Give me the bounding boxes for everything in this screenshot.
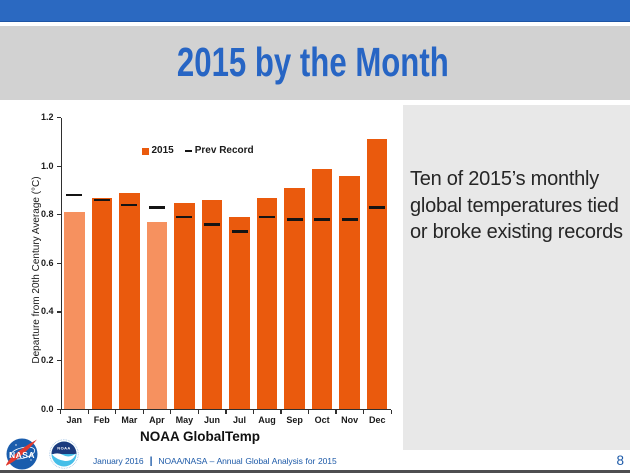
y-tick-label: 0.6 bbox=[40, 257, 54, 268]
bar-may bbox=[174, 202, 195, 409]
legend-2015-swatch bbox=[142, 147, 149, 155]
key-message-panel: Ten of 2015’s monthly global temperature… bbox=[403, 105, 630, 450]
bar-oct bbox=[311, 168, 333, 409]
svg-text:NOAA: NOAA bbox=[57, 446, 70, 451]
footer-report-title: NOAA/NASA – Annual Global Analysis for 2… bbox=[158, 456, 337, 466]
bar-jun bbox=[201, 200, 223, 409]
y-axis-line bbox=[60, 117, 62, 411]
noaa-logo: NOAA bbox=[49, 439, 79, 469]
prev-record-dash-may bbox=[176, 215, 193, 219]
x-axis-line bbox=[60, 409, 391, 411]
prev-record-dash-mar bbox=[121, 203, 138, 207]
x-tick bbox=[115, 410, 117, 415]
y-tick bbox=[56, 359, 61, 362]
x-tick bbox=[390, 410, 392, 415]
bar-apr bbox=[146, 221, 168, 409]
y-tick-label: 0.0 bbox=[40, 403, 54, 414]
title-band: 2015 by the Month bbox=[0, 26, 630, 100]
y-tick-label: 0.2 bbox=[40, 354, 54, 365]
x-tick-label-aug: Aug bbox=[258, 415, 276, 425]
bar-jan bbox=[64, 212, 85, 409]
nasa-logo: NASA bbox=[6, 438, 38, 470]
temperature-bar-chart: 0.0 0.2 0.4 0.6 0.8 1.0 1.2 Jan Feb Mar Apr May Jun J… bbox=[0, 100, 400, 450]
y-tick bbox=[56, 214, 61, 216]
bar-mar bbox=[119, 192, 140, 409]
header-accent-bar bbox=[0, 0, 630, 22]
x-tick-label-jul: Jul bbox=[233, 415, 247, 425]
key-message-text: Ten of 2015’s monthly global temperature… bbox=[410, 168, 623, 243]
prev-record-dash-feb bbox=[93, 198, 110, 202]
svg-text:NASA: NASA bbox=[9, 450, 35, 460]
x-tick-label-dec: Dec bbox=[368, 415, 386, 425]
bar-sep bbox=[284, 187, 305, 409]
prev-record-dash-jan bbox=[66, 193, 83, 197]
x-tick bbox=[60, 410, 62, 415]
y-tick-label: 1.2 bbox=[40, 112, 54, 122]
y-tick bbox=[56, 117, 61, 119]
chart-legend: 2015 Prev Record bbox=[142, 145, 254, 157]
slide-title: 2015 by the Month bbox=[177, 38, 449, 85]
x-tick-label-jun: Jun bbox=[203, 415, 220, 425]
x-tick bbox=[307, 410, 310, 415]
y-tick-label: 1.0 bbox=[40, 160, 54, 171]
y-tick-label: 0.8 bbox=[40, 209, 54, 220]
x-tick-label-feb: Feb bbox=[93, 415, 110, 425]
prev-record-dash-nov bbox=[341, 218, 358, 221]
x-tick bbox=[362, 410, 365, 415]
bar-aug bbox=[256, 197, 278, 409]
footer-date: January 2016 bbox=[93, 456, 144, 466]
x-tick bbox=[280, 410, 282, 415]
bar-nov bbox=[339, 175, 360, 409]
x-tick-label-oct: Oct bbox=[314, 415, 330, 425]
y-tick bbox=[56, 262, 61, 265]
x-tick bbox=[197, 410, 199, 415]
legend-2015-label: 2015 bbox=[151, 145, 174, 156]
x-axis-title: NOAA GlobalTemp bbox=[139, 429, 260, 444]
prev-record-dash-aug bbox=[259, 215, 276, 219]
x-tick bbox=[225, 410, 227, 415]
y-tick-label: 0.4 bbox=[40, 306, 54, 317]
bar-jul bbox=[229, 217, 250, 409]
y-tick bbox=[56, 165, 61, 167]
legend-prev-record-swatch bbox=[184, 149, 193, 153]
y-tick bbox=[56, 311, 61, 313]
x-tick bbox=[170, 410, 172, 415]
x-tick-label-apr: Apr bbox=[149, 415, 165, 425]
x-tick bbox=[335, 410, 337, 415]
footer-separator: | bbox=[149, 455, 153, 467]
x-tick-label-mar: Mar bbox=[121, 415, 138, 425]
y-axis-title: Departure from 20th Century Average (°C) bbox=[31, 176, 42, 364]
prev-record-dash-dec bbox=[369, 206, 386, 209]
x-tick bbox=[142, 410, 144, 415]
prev-record-dash-sep bbox=[286, 218, 303, 221]
x-tick bbox=[87, 410, 89, 415]
x-tick-label-sep: Sep bbox=[286, 415, 303, 425]
y-tick bbox=[56, 408, 61, 410]
prev-record-dash-apr bbox=[148, 206, 165, 209]
footer-caption: January 2016 | NOAA/NASA – Annual Global… bbox=[93, 455, 337, 467]
footer-rule bbox=[0, 470, 630, 473]
legend-prev-record-label: Prev Record bbox=[194, 145, 254, 156]
bar-feb bbox=[91, 197, 113, 409]
prev-record-dash-jun bbox=[203, 223, 220, 226]
x-tick-label-nov: Nov bbox=[341, 415, 359, 425]
x-tick-label-jan: Jan bbox=[66, 415, 83, 425]
bar-dec bbox=[366, 139, 388, 409]
plot-area: 0.0 0.2 0.4 0.6 0.8 1.0 1.2 Jan Feb Mar Apr May Jun J… bbox=[0, 100, 400, 450]
prev-record-dash-jul bbox=[231, 230, 248, 233]
page-number: 8 bbox=[616, 453, 624, 468]
prev-record-dash-oct bbox=[314, 218, 331, 221]
x-tick bbox=[252, 410, 255, 415]
x-tick-label-may: May bbox=[175, 415, 194, 425]
